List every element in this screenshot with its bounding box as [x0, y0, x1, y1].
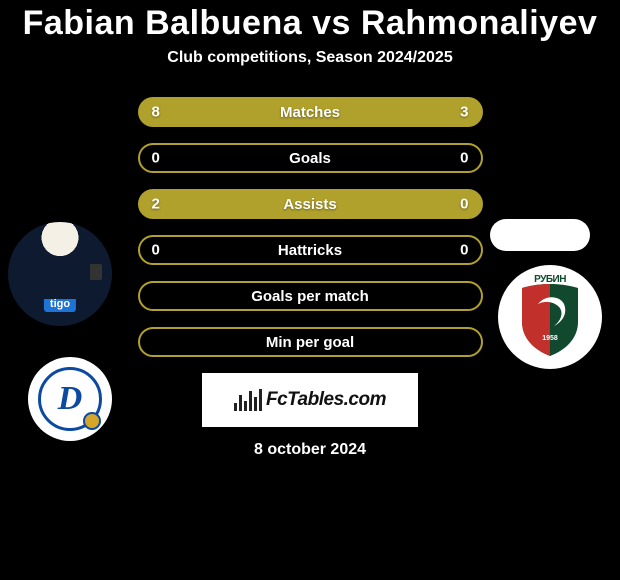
stat-label: Goals per match: [251, 288, 369, 305]
fctables-bars-icon: [234, 389, 262, 411]
attribution-text: FcTables.com: [266, 389, 386, 411]
club-right-badge: РУБИН 1958: [498, 265, 602, 369]
stat-row: 0 Hattricks 0: [138, 235, 483, 265]
stat-value-left: 0: [152, 150, 160, 167]
stat-row: 2 Assists 0: [138, 189, 483, 219]
stat-label: Matches: [280, 104, 340, 121]
stat-row: Goals per match: [138, 281, 483, 311]
stat-row: 8 Matches 3: [138, 97, 483, 127]
snapshot-date: 8 october 2024: [0, 441, 620, 459]
stat-row: Min per goal: [138, 327, 483, 357]
attribution-box: FcTables.com: [202, 373, 418, 427]
jersey-sponsor: tigo: [44, 296, 76, 312]
shield-icon: 1958: [514, 276, 586, 358]
comparison-subtitle: Club competitions, Season 2024/2025: [0, 49, 620, 67]
stat-value-right: 0: [460, 242, 468, 259]
infographic-root: Fabian Balbuena vs Rahmonaliyev Club com…: [0, 0, 620, 459]
stat-value-right: 0: [460, 150, 468, 167]
club-right-year: 1958: [542, 335, 558, 342]
club-left-letter: D: [58, 382, 83, 416]
club-right-text: РУБИН: [534, 274, 566, 285]
stat-label: Goals: [289, 150, 331, 167]
player-left-avatar: tigo: [8, 222, 112, 326]
stat-label: Assists: [283, 196, 336, 213]
jersey-crest-icon: [76, 264, 102, 280]
stats-area: tigo D РУБИН 1958: [0, 97, 620, 357]
comparison-title: Fabian Balbuena vs Rahmonaliyev: [0, 4, 620, 43]
stat-value-right: 0: [460, 196, 468, 213]
stat-label: Hattricks: [278, 242, 342, 259]
stat-value-left: 0: [152, 242, 160, 259]
stat-label: Min per goal: [266, 334, 354, 351]
club-left-badge: D: [20, 357, 120, 441]
stat-value-left: 8: [152, 104, 160, 121]
stat-value-left: 2: [152, 196, 160, 213]
stat-value-right: 3: [460, 104, 468, 121]
player-right-placeholder: [490, 219, 590, 251]
club-left-ball-icon: [83, 412, 101, 430]
stat-row: 0 Goals 0: [138, 143, 483, 173]
